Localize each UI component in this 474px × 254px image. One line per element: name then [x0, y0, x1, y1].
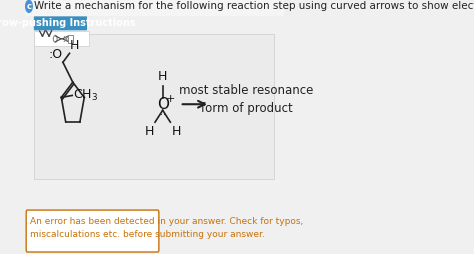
Text: +: +: [165, 94, 175, 104]
FancyBboxPatch shape: [35, 31, 89, 46]
FancyBboxPatch shape: [35, 34, 274, 179]
Text: ··: ··: [160, 110, 166, 120]
FancyBboxPatch shape: [34, 16, 87, 30]
Text: Arrow-pushing Instructions: Arrow-pushing Instructions: [0, 18, 136, 28]
Text: :O: :O: [48, 48, 63, 61]
Text: H: H: [70, 39, 80, 52]
Text: An error has been detected in your answer. Check for typos,
miscalculations etc.: An error has been detected in your answe…: [30, 217, 303, 239]
Text: Write a mechanism for the following reaction step using curved arrows to show el: Write a mechanism for the following reac…: [35, 1, 474, 11]
Text: CH$_3$: CH$_3$: [73, 88, 98, 103]
Text: H: H: [172, 125, 181, 138]
Text: H: H: [145, 125, 154, 138]
Circle shape: [26, 0, 32, 12]
Text: x: x: [63, 34, 69, 44]
Text: c: c: [27, 2, 31, 11]
Text: O: O: [157, 97, 169, 112]
Text: H: H: [158, 70, 167, 83]
Text: most stable resonance
form of product: most stable resonance form of product: [179, 84, 314, 115]
FancyBboxPatch shape: [26, 210, 159, 252]
FancyBboxPatch shape: [25, 0, 284, 16]
